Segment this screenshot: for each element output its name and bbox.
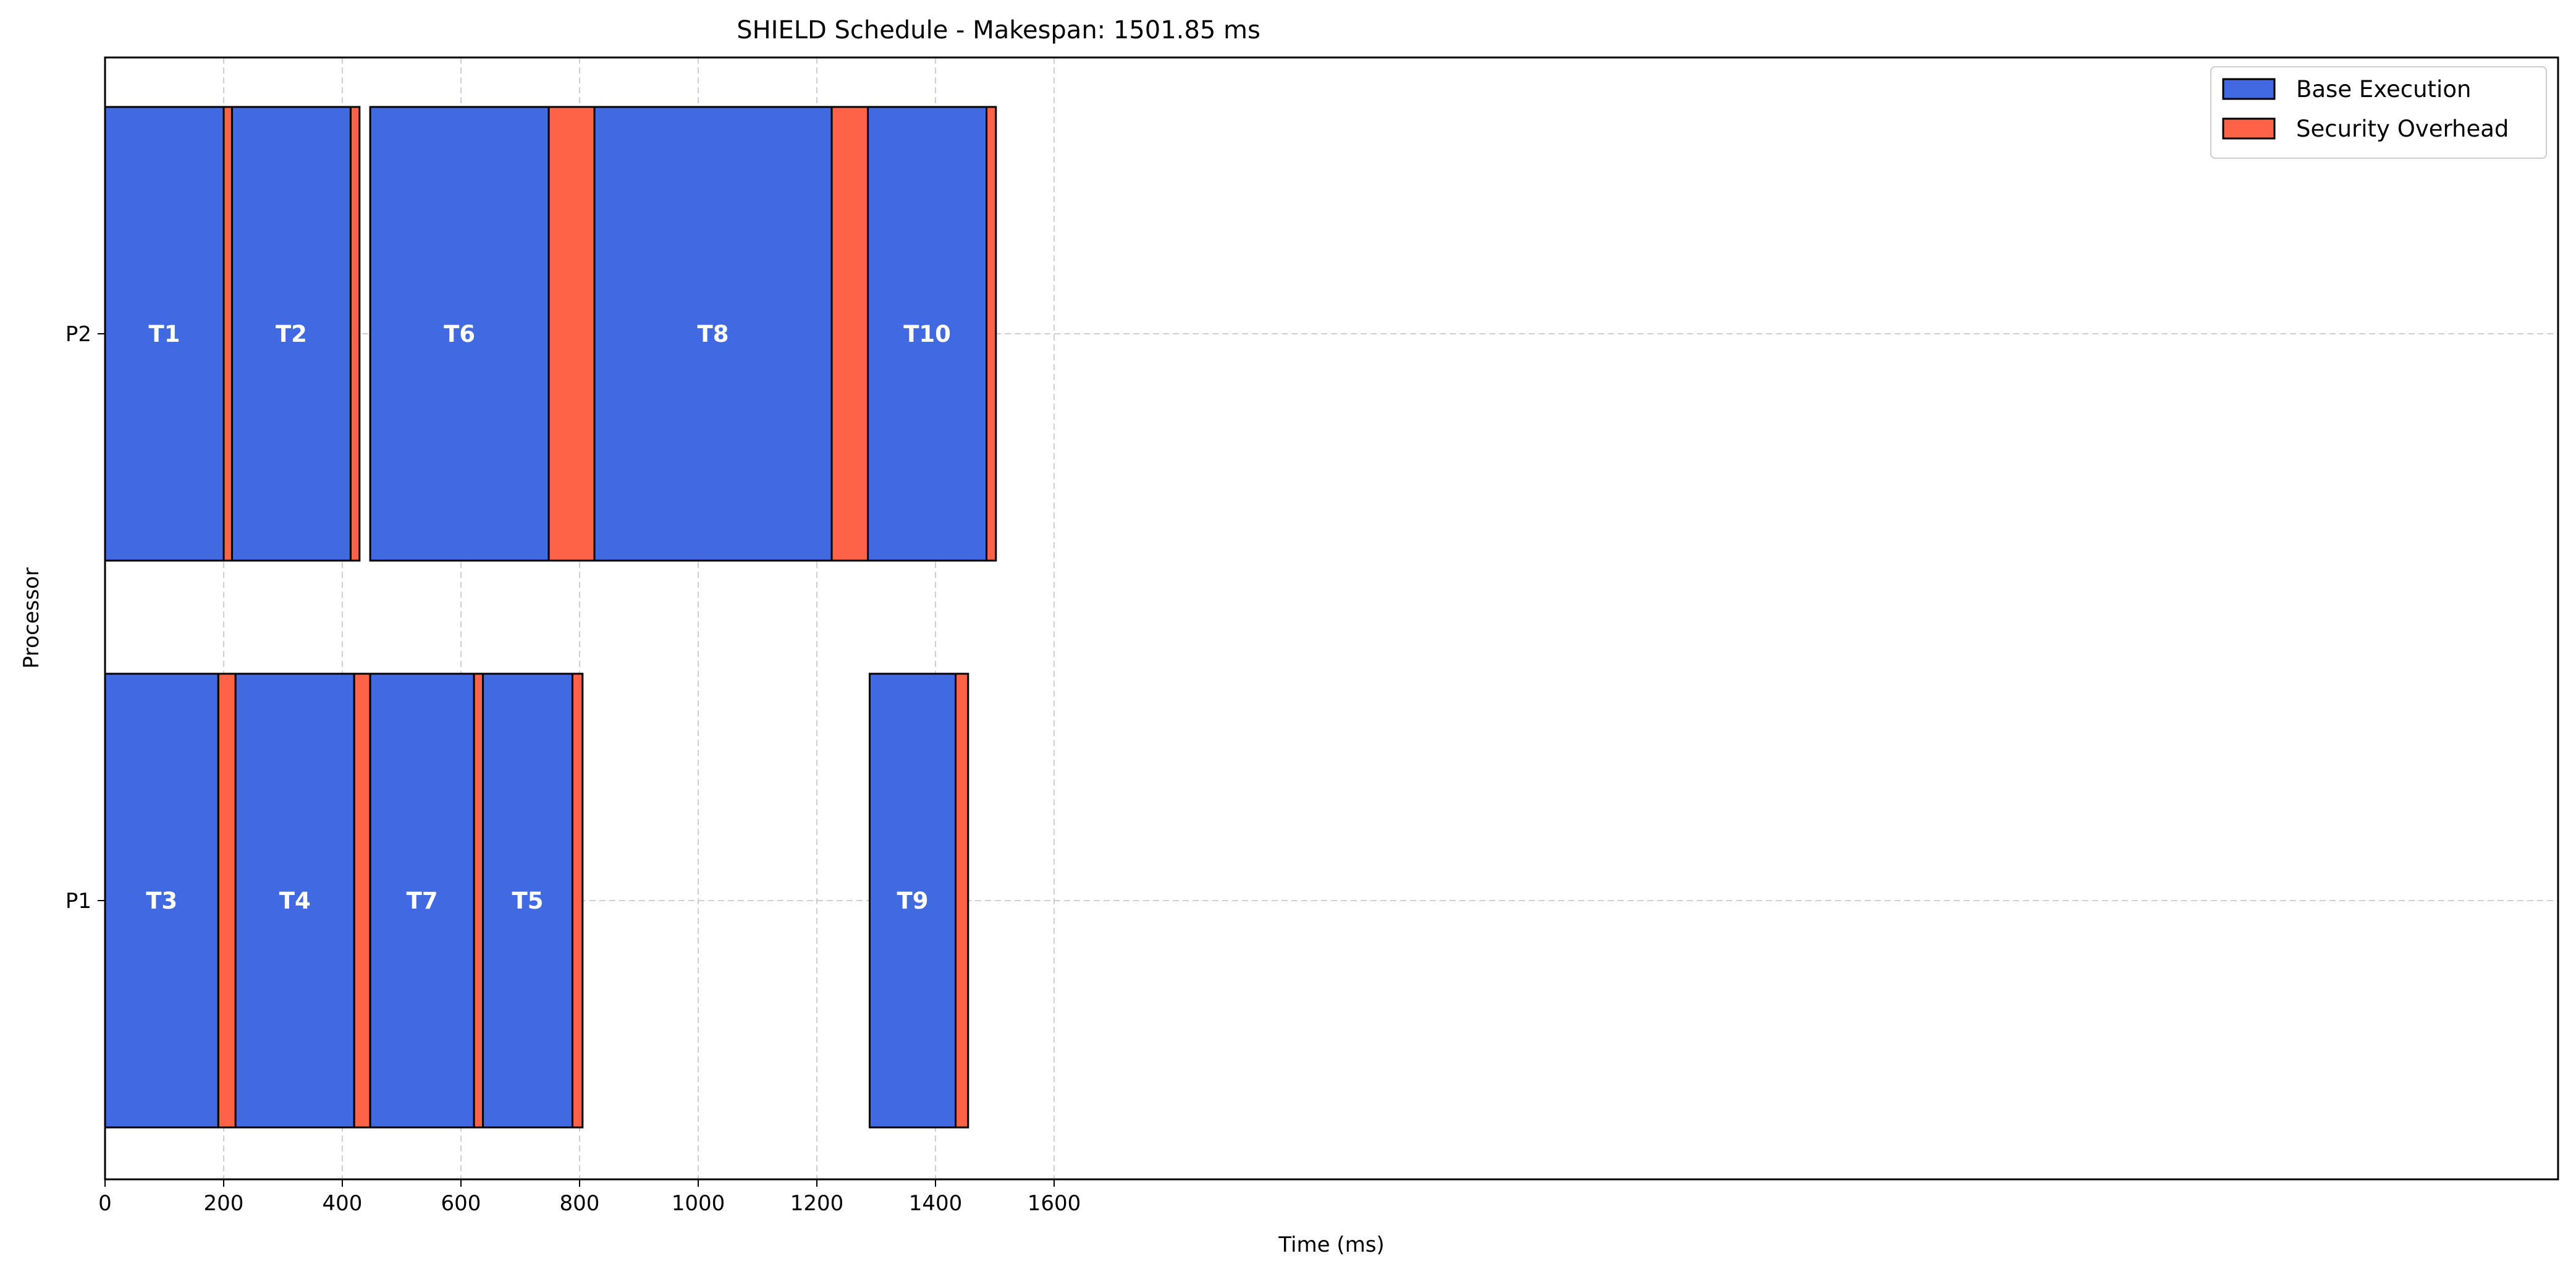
task-label: T1 [149,321,180,347]
plot-frame [104,56,2559,1181]
task-bar-overhead [830,106,869,562]
task-label: T5 [512,888,544,914]
task-label: T7 [407,888,438,914]
y-tick-label: P2 [65,322,91,347]
task-label: T10 [903,321,951,347]
axis-ticks: 0 200 400 600 800 1000 1200 1400 1600 P1 P2 [65,322,1081,1216]
task-bars: T1 T2 T6 T8 T10 T3 T4 T7 T5 T9 [104,106,997,1129]
task-bar-base [369,106,550,562]
x-tick-label: 800 [560,1191,600,1216]
task-bar-base [104,672,219,1129]
task-label: T9 [897,888,929,914]
x-tick-label: 200 [204,1191,244,1216]
legend-swatch-base [2222,78,2276,100]
task-bar-overhead [955,672,969,1129]
task-bar-base [369,672,475,1129]
task-bar-overhead [353,672,371,1129]
task-bar-overhead [986,106,997,562]
task-bar-base [867,106,988,562]
task-bar-overhead [217,672,237,1129]
x-tick-label: 1600 [1028,1191,1081,1216]
legend: Base Execution Security Overhead [2210,66,2547,159]
x-tick-label: 400 [323,1191,363,1216]
task-bar-base [230,106,352,562]
task-bar-base [868,672,957,1129]
chart-title: SHIELD Schedule - Makespan: 1501.85 ms [737,16,1261,45]
x-tick-label: 1000 [672,1191,725,1216]
task-label: T2 [276,321,307,347]
task-bar-overhead [473,672,484,1129]
task-label: T6 [444,321,475,347]
task-label: T8 [698,321,729,347]
x-tick-label: 0 [98,1191,112,1216]
task-bar-base [104,106,225,562]
x-axis-label: Time (ms) [1278,1232,1384,1257]
task-bar-overhead [547,106,596,562]
legend-label-overhead: Security Overhead [2296,116,2509,142]
task-bar-overhead [571,672,584,1129]
legend-frame [2210,66,2547,159]
legend-swatch-overhead [2222,117,2276,140]
y-axis-label: Processor [19,567,44,669]
y-tick-label: P1 [65,889,91,914]
x-tick-label: 1400 [909,1191,963,1216]
task-label: T3 [146,888,177,914]
task-label: T4 [279,888,311,914]
legend-label-base: Base Execution [2296,76,2471,103]
task-bar-overhead [349,106,361,562]
task-bar-base [482,672,573,1129]
task-bar-overhead [222,106,233,562]
task-bar-base [593,106,833,562]
x-tick-label: 1200 [790,1191,844,1216]
x-tick-label: 600 [441,1191,481,1216]
